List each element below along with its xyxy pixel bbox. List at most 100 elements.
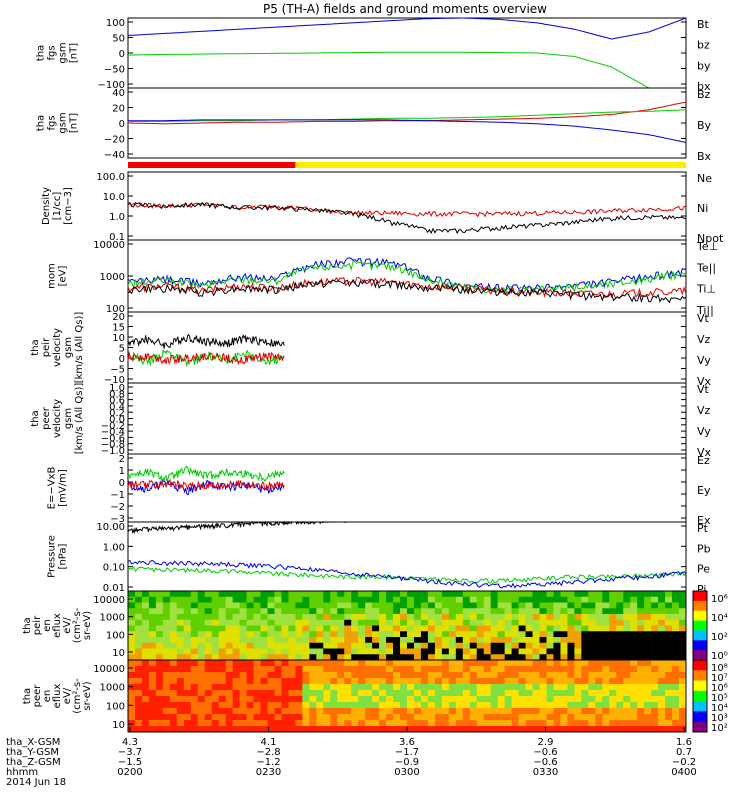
spec-cell-1-15-11 (232, 726, 240, 733)
spec-ylabel-0-2: en (42, 619, 53, 632)
spec-cell-1-41-5 (413, 690, 422, 697)
spec-cell-1-76-9 (658, 714, 666, 721)
spec-cell-1-35-0 (372, 660, 380, 667)
spec-cell-1-24-3 (295, 678, 303, 685)
ytick-label-6-1: 1 (119, 466, 125, 477)
spec-cell-1-14-2 (225, 672, 233, 679)
spec-cell-1-55-6 (511, 696, 519, 703)
spec-cell-1-43-2 (427, 672, 436, 679)
spec-cell-0-67-5 (595, 619, 603, 626)
spec-cell-1-4-9 (155, 714, 164, 721)
spec-cell-0-20-0 (267, 591, 275, 598)
spec-cell-0-3-11 (148, 654, 157, 661)
spec-cell-0-64-2 (574, 602, 582, 609)
spec-cell-1-38-0 (393, 660, 401, 667)
spec-cell-1-75-4 (651, 684, 659, 691)
spec-cell-0-7-5 (176, 619, 185, 626)
spec-cell-0-28-8 (323, 637, 331, 644)
spec-cell-0-61-10 (553, 648, 561, 655)
spec-cell-1-44-6 (434, 696, 443, 703)
spec-cell-0-54-6 (504, 625, 512, 632)
spec-cell-1-75-8 (651, 708, 659, 715)
spec-cell-0-32-1 (351, 596, 359, 603)
spec-ytick-0-2: 100 (106, 630, 125, 641)
spec-cell-1-61-5 (553, 690, 561, 697)
spec-cell-0-63-0 (567, 591, 575, 598)
spec-cell-0-35-4 (372, 614, 380, 621)
spec-cell-1-77-3 (665, 678, 673, 685)
spec-cell-0-17-2 (246, 602, 254, 609)
spec-cell-1-27-6 (316, 696, 324, 703)
spec-cell-0-1-10 (134, 648, 143, 655)
spec-cell-1-16-7 (239, 702, 247, 709)
spec-cell-1-67-7 (595, 702, 603, 709)
spec-cell-1-39-11 (400, 726, 408, 733)
spec-cell-1-42-7 (420, 702, 429, 709)
spec-cell-1-32-1 (351, 666, 359, 673)
spec-cell-0-22-11 (281, 654, 289, 661)
spec-cell-1-47-11 (455, 726, 464, 733)
spec-cell-1-79-6 (679, 696, 687, 703)
spec-cell-0-23-0 (288, 591, 296, 598)
spec-cell-1-30-7 (337, 702, 345, 709)
spec-cell-1-62-5 (560, 690, 568, 697)
spec-cell-1-37-4 (386, 684, 394, 691)
spec-cell-1-24-4 (295, 684, 303, 691)
spec-cell-1-21-11 (274, 726, 282, 733)
spec-cell-1-56-4 (518, 684, 526, 691)
spec-cell-1-63-2 (567, 672, 575, 679)
spec-cell-1-53-8 (497, 708, 505, 715)
spec-cell-1-18-3 (253, 678, 261, 685)
spec-cell-1-59-0 (539, 660, 547, 667)
spec-cell-0-53-10 (497, 648, 505, 655)
ylabel-6-1: [mV/m] (58, 469, 69, 507)
spec-cell-1-60-2 (546, 672, 554, 679)
spec-cell-1-19-4 (260, 684, 268, 691)
spec-cell-1-31-8 (344, 708, 352, 715)
spec-cell-0-6-10 (169, 648, 178, 655)
spec-cell-0-17-11 (246, 654, 254, 661)
spec-cell-1-14-10 (225, 720, 233, 727)
spec-cell-1-69-5 (609, 690, 617, 697)
spec-cell-1-49-1 (469, 666, 478, 673)
footer-val-2-0: −1.5 (118, 757, 142, 768)
spec-cell-0-5-2 (162, 602, 171, 609)
spec-cell-1-67-4 (595, 684, 603, 691)
spec-cell-1-39-9 (400, 714, 408, 721)
spec-cell-1-36-7 (379, 702, 387, 709)
spec-cell-1-6-0 (169, 660, 178, 667)
colorbar-0-seg-6 (693, 650, 707, 661)
spec-cell-0-76-8 (658, 637, 666, 644)
spec-cell-1-46-0 (448, 660, 457, 667)
spec-cell-0-51-5 (483, 619, 491, 626)
spec-cell-1-7-7 (176, 702, 185, 709)
spec-cell-1-30-8 (337, 708, 345, 715)
spec-cell-0-52-4 (490, 614, 498, 621)
spec-cell-1-32-2 (351, 672, 359, 679)
spec-cell-1-33-1 (358, 666, 366, 673)
spec-cell-0-9-3 (190, 608, 199, 615)
spec-cell-1-49-9 (469, 714, 478, 721)
spec-cell-1-73-9 (637, 714, 645, 721)
spec-cell-0-15-4 (232, 614, 240, 621)
spec-cell-0-44-1 (434, 596, 443, 603)
spec-cell-1-48-3 (462, 678, 471, 685)
spec-cell-1-8-0 (183, 660, 192, 667)
spec-cell-1-62-7 (560, 702, 568, 709)
spec-cell-1-70-8 (616, 708, 624, 715)
spec-cell-0-35-3 (372, 608, 380, 615)
spec-cell-1-78-2 (672, 672, 680, 679)
colorbar-1-label-2: 10⁶ (711, 683, 728, 694)
spec-cell-0-2-0 (141, 591, 150, 598)
spec-cell-0-45-1 (441, 596, 450, 603)
spec-cell-1-16-10 (239, 720, 247, 727)
spec-cell-0-1-6 (134, 625, 143, 632)
spec-cell-0-57-8 (525, 637, 533, 644)
spec-cell-0-17-3 (246, 608, 254, 615)
spec-cell-1-72-11 (630, 726, 638, 733)
spec-cell-1-54-0 (504, 660, 512, 667)
spec-cell-0-48-4 (462, 614, 471, 621)
spec-cell-1-60-10 (546, 720, 554, 727)
spec-cell-1-7-6 (176, 696, 185, 703)
footer-val-3-1: 0230 (256, 767, 281, 778)
